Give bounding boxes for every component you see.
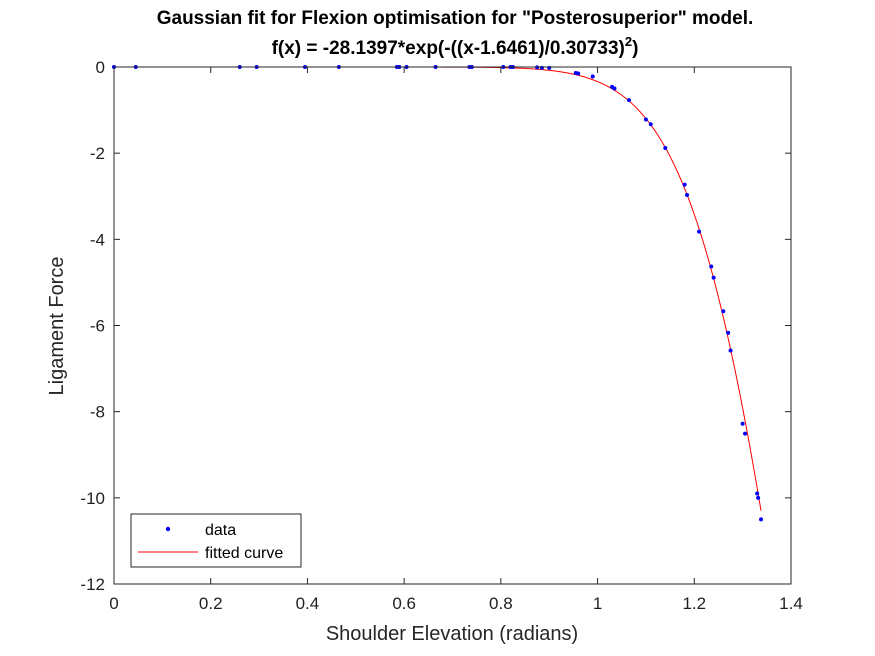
data-point xyxy=(697,229,702,234)
data-point xyxy=(755,491,760,496)
data-point xyxy=(547,65,552,70)
data-point xyxy=(539,65,544,70)
data-point xyxy=(759,517,764,522)
y-tick-label: -2 xyxy=(90,144,105,163)
x-tick-label: 1.4 xyxy=(779,594,803,613)
y-tick-label: -12 xyxy=(80,575,105,594)
legend-data-label: data xyxy=(205,522,236,539)
data-point xyxy=(756,495,761,500)
data-point xyxy=(711,275,716,280)
data-point xyxy=(743,431,748,436)
y-tick-label: -10 xyxy=(80,489,105,508)
legend-fit-label: fitted curve xyxy=(205,545,283,562)
plot-frame xyxy=(113,66,792,585)
data-point xyxy=(663,145,668,150)
plot-area xyxy=(114,67,791,584)
data-point xyxy=(682,182,687,187)
data-point xyxy=(612,86,617,91)
y-tick-label: -6 xyxy=(90,317,105,336)
data-point xyxy=(740,421,745,426)
chart-subtitle-superscript: 2 xyxy=(625,34,632,49)
x-tick-label: 0 xyxy=(109,594,118,613)
data-point xyxy=(709,264,714,269)
legend: data fitted curve xyxy=(130,513,302,568)
y-tick-label: -4 xyxy=(90,230,105,249)
y-tick-label: -8 xyxy=(90,403,105,422)
chart-subtitle-tail: ) xyxy=(632,38,638,59)
chart-subtitle: f(x) = -28.1397*exp(-((x-1.6461)/0.30733… xyxy=(272,34,639,59)
legend-data-marker xyxy=(165,526,171,532)
data-point xyxy=(643,117,648,122)
data-point xyxy=(576,71,581,76)
data-point xyxy=(648,122,653,127)
x-tick-label: 1.2 xyxy=(682,594,706,613)
data-point xyxy=(685,192,690,197)
chart-subtitle-main: f(x) = -28.1397*exp(-((x-1.6461)/0.30733… xyxy=(272,38,625,59)
x-tick-label: 0.8 xyxy=(489,594,513,613)
x-tick-label: 0.6 xyxy=(392,594,416,613)
data-point xyxy=(721,309,726,314)
legend-box xyxy=(130,513,302,568)
x-tick-label: 1 xyxy=(593,594,602,613)
data-point xyxy=(726,330,731,335)
data-point xyxy=(728,348,733,353)
x-axis-label: Shoulder Elevation (radians) xyxy=(326,623,578,645)
y-axis-label: Ligament Force xyxy=(46,257,68,396)
chart-title: Gaussian fit for Flexion optimisation fo… xyxy=(157,8,754,29)
data-point xyxy=(627,98,632,103)
y-tick-label: 0 xyxy=(96,58,105,77)
data-point xyxy=(590,74,595,79)
x-tick-label: 0.2 xyxy=(199,594,223,613)
x-tick-label: 0.4 xyxy=(296,594,320,613)
